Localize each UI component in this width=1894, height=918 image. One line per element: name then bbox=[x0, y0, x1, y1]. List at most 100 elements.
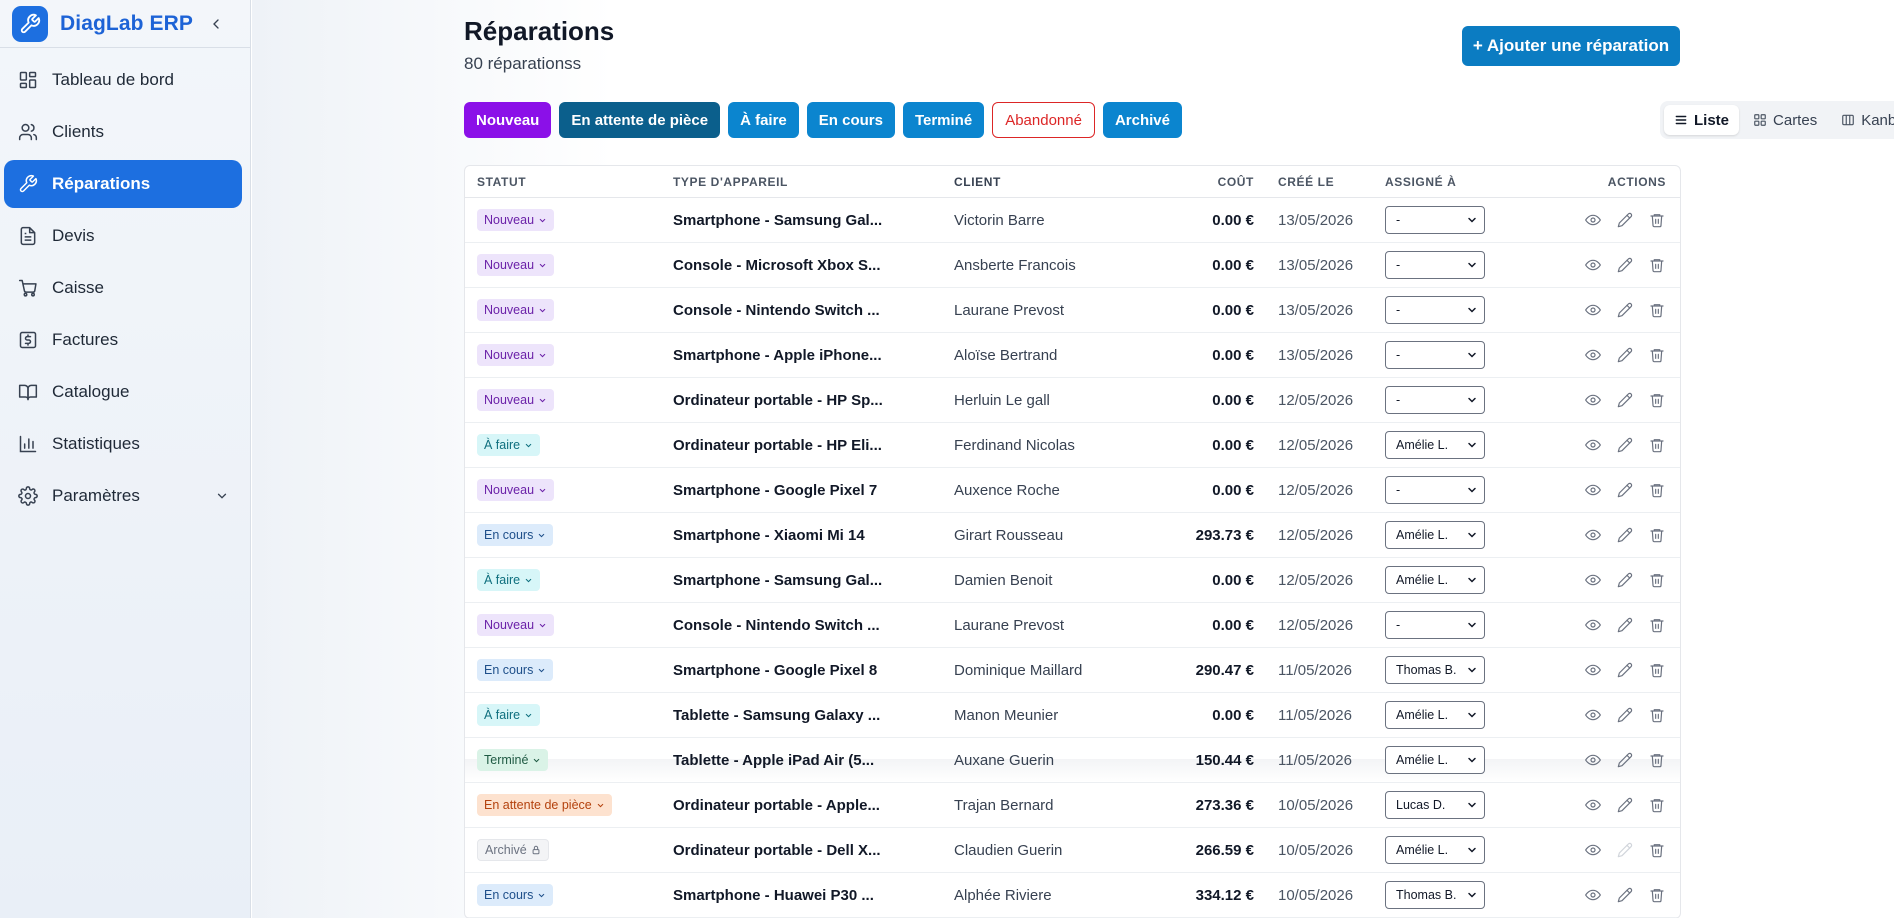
delete-icon[interactable] bbox=[1648, 301, 1666, 319]
table-row[interactable]: En cours Smartphone - Xiaomi Mi 14 Girart … bbox=[465, 513, 1680, 558]
delete-icon[interactable] bbox=[1648, 796, 1666, 814]
view-icon[interactable] bbox=[1584, 841, 1602, 859]
view-icon[interactable] bbox=[1584, 616, 1602, 634]
status-badge[interactable]: À faire bbox=[477, 704, 541, 726]
status-badge[interactable]: Nouveau bbox=[477, 344, 555, 366]
col-client[interactable]: CLIENT bbox=[954, 174, 1001, 189]
table-row[interactable]: Nouveau Console - Microsoft Xbox S... Ansb… bbox=[465, 243, 1680, 288]
edit-icon[interactable] bbox=[1616, 391, 1634, 409]
edit-icon[interactable] bbox=[1616, 346, 1634, 364]
status-badge[interactable]: Nouveau bbox=[477, 479, 555, 501]
edit-icon[interactable] bbox=[1616, 751, 1634, 769]
delete-icon[interactable] bbox=[1648, 436, 1666, 454]
col-created[interactable]: CRÉÉ LE bbox=[1278, 174, 1335, 189]
assignee-select[interactable]: Lucas D. bbox=[1385, 791, 1485, 819]
assignee-select[interactable]: - bbox=[1385, 341, 1485, 369]
view-icon[interactable] bbox=[1584, 481, 1602, 499]
view-icon[interactable] bbox=[1584, 751, 1602, 769]
status-badge[interactable]: Nouveau bbox=[477, 389, 555, 411]
filter-1[interactable]: Nouveau bbox=[464, 102, 552, 138]
assignee-select[interactable]: - bbox=[1385, 251, 1485, 279]
sidebar-item-invoice[interactable]: Factures bbox=[4, 316, 242, 364]
sidebar-item-document[interactable]: Devis bbox=[4, 212, 242, 260]
delete-icon[interactable] bbox=[1648, 526, 1666, 544]
delete-icon[interactable] bbox=[1648, 751, 1666, 769]
col-assigned[interactable]: ASSIGNÉ À bbox=[1385, 174, 1457, 189]
filter-3[interactable]: À faire bbox=[728, 102, 799, 138]
assignee-select[interactable]: - bbox=[1385, 206, 1485, 234]
status-badge[interactable]: Terminé bbox=[477, 749, 549, 771]
filter-7[interactable]: Archivé bbox=[1102, 102, 1182, 138]
view-grid[interactable]: Cartes bbox=[1743, 105, 1827, 135]
table-row[interactable]: En attente de pièce Ordinateur portable -… bbox=[465, 783, 1680, 828]
delete-icon[interactable] bbox=[1648, 481, 1666, 499]
edit-icon[interactable] bbox=[1616, 661, 1634, 679]
sidebar-item-wrench[interactable]: Réparations bbox=[4, 160, 242, 208]
edit-icon[interactable] bbox=[1616, 706, 1634, 724]
edit-icon[interactable] bbox=[1616, 481, 1634, 499]
table-row[interactable]: Nouveau Ordinateur portable - HP Sp... Her… bbox=[465, 378, 1680, 423]
edit-icon[interactable] bbox=[1616, 211, 1634, 229]
table-row[interactable]: En cours Smartphone - Huawei P30 ... Alphé… bbox=[465, 873, 1680, 918]
delete-icon[interactable] bbox=[1648, 391, 1666, 409]
status-badge[interactable]: Nouveau bbox=[477, 254, 555, 276]
assignee-select[interactable]: - bbox=[1385, 611, 1485, 639]
sidebar-item-book[interactable]: Catalogue bbox=[4, 368, 242, 416]
delete-icon[interactable] bbox=[1648, 571, 1666, 589]
assignee-select[interactable]: Thomas B. bbox=[1385, 656, 1485, 684]
table-row[interactable]: Nouveau Smartphone - Apple iPhone... Aloïs… bbox=[465, 333, 1680, 378]
collapse-sidebar-icon[interactable] bbox=[206, 14, 226, 34]
view-icon[interactable] bbox=[1584, 706, 1602, 724]
view-icon[interactable] bbox=[1584, 211, 1602, 229]
table-row[interactable]: Terminé Tablette - Apple iPad Air (5... Au… bbox=[465, 738, 1680, 783]
status-badge[interactable]: En cours bbox=[477, 659, 554, 681]
sidebar-item-gear[interactable]: Paramètres bbox=[4, 472, 242, 520]
assignee-select[interactable]: Amélie L. bbox=[1385, 746, 1485, 774]
edit-icon[interactable] bbox=[1616, 436, 1634, 454]
edit-icon[interactable] bbox=[1616, 526, 1634, 544]
view-icon[interactable] bbox=[1584, 886, 1602, 904]
sidebar-item-users[interactable]: Clients bbox=[4, 108, 242, 156]
view-icon[interactable] bbox=[1584, 571, 1602, 589]
assignee-select[interactable]: Amélie L. bbox=[1385, 701, 1485, 729]
edit-icon[interactable] bbox=[1616, 616, 1634, 634]
delete-icon[interactable] bbox=[1648, 346, 1666, 364]
view-icon[interactable] bbox=[1584, 436, 1602, 454]
delete-icon[interactable] bbox=[1648, 886, 1666, 904]
status-badge[interactable]: En cours bbox=[477, 884, 554, 906]
table-row[interactable]: Nouveau Smartphone - Google Pixel 7 Auxenc… bbox=[465, 468, 1680, 513]
edit-icon[interactable] bbox=[1616, 256, 1634, 274]
assignee-select[interactable]: Thomas B. bbox=[1385, 881, 1485, 909]
view-columns[interactable]: Kanban bbox=[1831, 105, 1894, 135]
view-icon[interactable] bbox=[1584, 391, 1602, 409]
table-row[interactable]: À faire Tablette - Samsung Galaxy ... Mano… bbox=[465, 693, 1680, 738]
assignee-select[interactable]: - bbox=[1385, 296, 1485, 324]
view-icon[interactable] bbox=[1584, 796, 1602, 814]
table-row[interactable]: À faire Smartphone - Samsung Gal... Damien… bbox=[465, 558, 1680, 603]
status-badge[interactable]: À faire bbox=[477, 434, 541, 456]
sidebar-item-dashboard[interactable]: Tableau de bord bbox=[4, 56, 242, 104]
filter-6[interactable]: Abandonné bbox=[992, 102, 1095, 138]
table-row[interactable]: Nouveau Smartphone - Samsung Gal... Victor… bbox=[465, 198, 1680, 243]
status-badge[interactable]: À faire bbox=[477, 569, 541, 591]
status-badge[interactable]: En attente de pièce bbox=[477, 794, 612, 816]
assignee-select[interactable]: - bbox=[1385, 386, 1485, 414]
sidebar-item-bar-chart[interactable]: Statistiques bbox=[4, 420, 242, 468]
add-repair-button[interactable]: + Ajouter une réparation bbox=[1462, 26, 1680, 66]
table-row[interactable]: Nouveau Console - Nintendo Switch ... Laur… bbox=[465, 603, 1680, 648]
delete-icon[interactable] bbox=[1648, 661, 1666, 679]
delete-icon[interactable] bbox=[1648, 211, 1666, 229]
filter-4[interactable]: En cours bbox=[806, 102, 895, 138]
status-badge[interactable]: Nouveau bbox=[477, 209, 555, 231]
assignee-select[interactable]: Amélie L. bbox=[1385, 836, 1485, 864]
view-icon[interactable] bbox=[1584, 301, 1602, 319]
table-row[interactable]: Nouveau Console - Nintendo Switch ... Laur… bbox=[465, 288, 1680, 333]
delete-icon[interactable] bbox=[1648, 706, 1666, 724]
delete-icon[interactable] bbox=[1648, 256, 1666, 274]
sidebar-item-cart[interactable]: Caisse bbox=[4, 264, 242, 312]
assignee-select[interactable]: Amélie L. bbox=[1385, 431, 1485, 459]
table-row[interactable]: À faire Ordinateur portable - HP Eli... Fe… bbox=[465, 423, 1680, 468]
delete-icon[interactable] bbox=[1648, 841, 1666, 859]
assignee-select[interactable]: Amélie L. bbox=[1385, 566, 1485, 594]
edit-icon[interactable] bbox=[1616, 571, 1634, 589]
